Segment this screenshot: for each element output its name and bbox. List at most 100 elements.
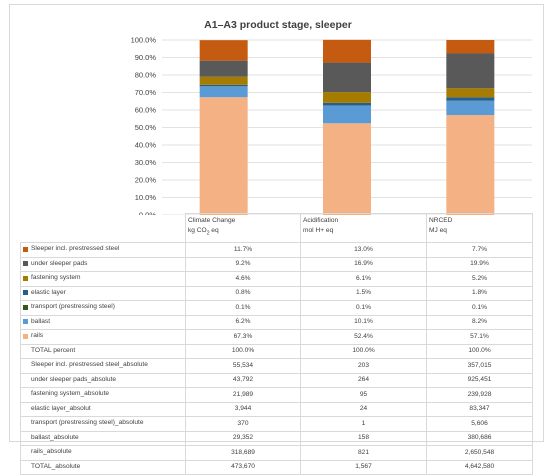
summary-row: Sleeper incl. prestressed steel_absolute… xyxy=(21,359,533,374)
data-label: 95 xyxy=(301,388,427,403)
legend-label: under sleeper pads xyxy=(31,258,87,270)
data-label: 29,352 xyxy=(186,431,301,446)
row-label: TOTAL_absolute xyxy=(23,461,80,473)
row-label-cell: elastic layer_absolut xyxy=(21,402,186,417)
y-tick-label: 80.0% xyxy=(135,71,157,80)
unit-text: mol H+ eq xyxy=(303,227,333,234)
legend-label: TOTAL_absolute xyxy=(31,461,80,473)
row-label-cell: ballast_absolute xyxy=(21,431,186,446)
row-label: rails_absolute xyxy=(23,446,72,458)
category-unit: mol H+ eq xyxy=(303,226,424,236)
data-label: 318,689 xyxy=(186,446,301,461)
row-label-cell: Sleeper incl. prestressed steel_absolute xyxy=(21,359,186,374)
stacked-bar-chart: A1–A3 product stage, sleeper 0.0%10.0%20… xyxy=(10,5,543,215)
y-tick-label: 60.0% xyxy=(135,106,157,115)
data-label: 16.9% xyxy=(301,257,427,272)
data-label: 3,944 xyxy=(186,402,301,417)
legend-label: transport (prestressing steel) xyxy=(31,301,115,313)
y-tick-label: 50.0% xyxy=(135,123,157,132)
data-label: 10.1% xyxy=(301,315,427,330)
legend-swatch xyxy=(23,290,28,295)
bar-segment xyxy=(200,61,248,77)
unit-suffix: eq xyxy=(209,227,218,234)
legend-swatch xyxy=(23,435,28,440)
legend-swatch xyxy=(23,363,28,368)
legend-label: fastening system xyxy=(31,272,80,284)
data-label: 5.2% xyxy=(427,272,533,287)
data-label: 6.1% xyxy=(301,272,427,287)
unit-text: kg CO xyxy=(188,227,207,234)
bar-segment xyxy=(323,103,371,106)
chart-frame: A1–A3 product stage, sleeper 0.0%10.0%20… xyxy=(9,4,544,442)
legend-swatch xyxy=(23,464,28,469)
data-label: 24 xyxy=(301,402,427,417)
data-label: 473,670 xyxy=(186,460,301,475)
category-name: NRCED xyxy=(429,216,530,226)
row-label-cell: TOTAL percent xyxy=(21,344,186,359)
data-label: 203 xyxy=(301,359,427,374)
legend-label: fastening system_absolute xyxy=(31,388,109,400)
row-label: ballast_absolute xyxy=(23,432,79,444)
y-tick-label: 40.0% xyxy=(135,141,157,150)
data-label: 55,534 xyxy=(186,359,301,374)
legend-label: elastic layer xyxy=(31,287,66,299)
category-unit: MJ eq xyxy=(429,226,530,236)
bar-segment xyxy=(446,101,494,115)
row-label: elastic layer_absolut xyxy=(23,403,91,415)
row-label-cell: transport (prestressing steel)_absolute xyxy=(21,417,186,432)
data-label: 380,686 xyxy=(427,431,533,446)
data-label: 0.1% xyxy=(301,301,427,316)
bar-segment xyxy=(446,97,494,100)
bar-segment xyxy=(200,85,248,86)
bar-segment xyxy=(446,88,494,97)
bar-segment xyxy=(323,92,371,103)
bar-segment xyxy=(200,86,248,97)
row-label-cell: fastening system xyxy=(21,272,186,287)
data-label: 925,451 xyxy=(427,373,533,388)
data-label: 264 xyxy=(301,373,427,388)
y-tick-label: 20.0% xyxy=(135,176,157,185)
chart-title: A1–A3 product stage, sleeper xyxy=(204,19,352,31)
row-label: fastening system_absolute xyxy=(23,388,109,400)
data-label: 57.1% xyxy=(427,330,533,345)
category-name: Climate Change xyxy=(188,216,298,226)
bar-segment xyxy=(323,40,371,63)
bar-segment xyxy=(446,115,494,215)
data-label: 239,928 xyxy=(427,388,533,403)
row-label: rails xyxy=(23,330,43,342)
data-label: 158 xyxy=(301,431,427,446)
row-label-cell: under sleeper pads xyxy=(21,257,186,272)
row-label: transport (prestressing steel) xyxy=(23,301,115,313)
row-label-cell: under sleeper pads_absolute xyxy=(21,373,186,388)
bar-segment xyxy=(323,63,371,93)
legend-label: rails_absolute xyxy=(31,446,72,458)
legend-label: transport (prestressing steel)_absolute xyxy=(31,417,144,429)
y-tick-label: 100.0% xyxy=(131,36,157,45)
legend-swatch xyxy=(23,348,28,353)
legend-swatch xyxy=(23,305,28,310)
data-label: 83,347 xyxy=(427,402,533,417)
row-label: ballast xyxy=(23,316,50,328)
row-label: TOTAL percent xyxy=(23,345,75,357)
row-label: Sleeper incl. prestressed steel xyxy=(23,243,119,255)
row-label: elastic layer xyxy=(23,287,66,299)
legend-swatch xyxy=(23,377,28,382)
legend-swatch xyxy=(23,334,28,339)
bar-segment xyxy=(446,53,494,88)
data-label: 52.4% xyxy=(301,330,427,345)
bar-segment xyxy=(200,77,248,85)
y-tick-label: 10.0% xyxy=(135,193,157,202)
data-label: 21,989 xyxy=(186,388,301,403)
